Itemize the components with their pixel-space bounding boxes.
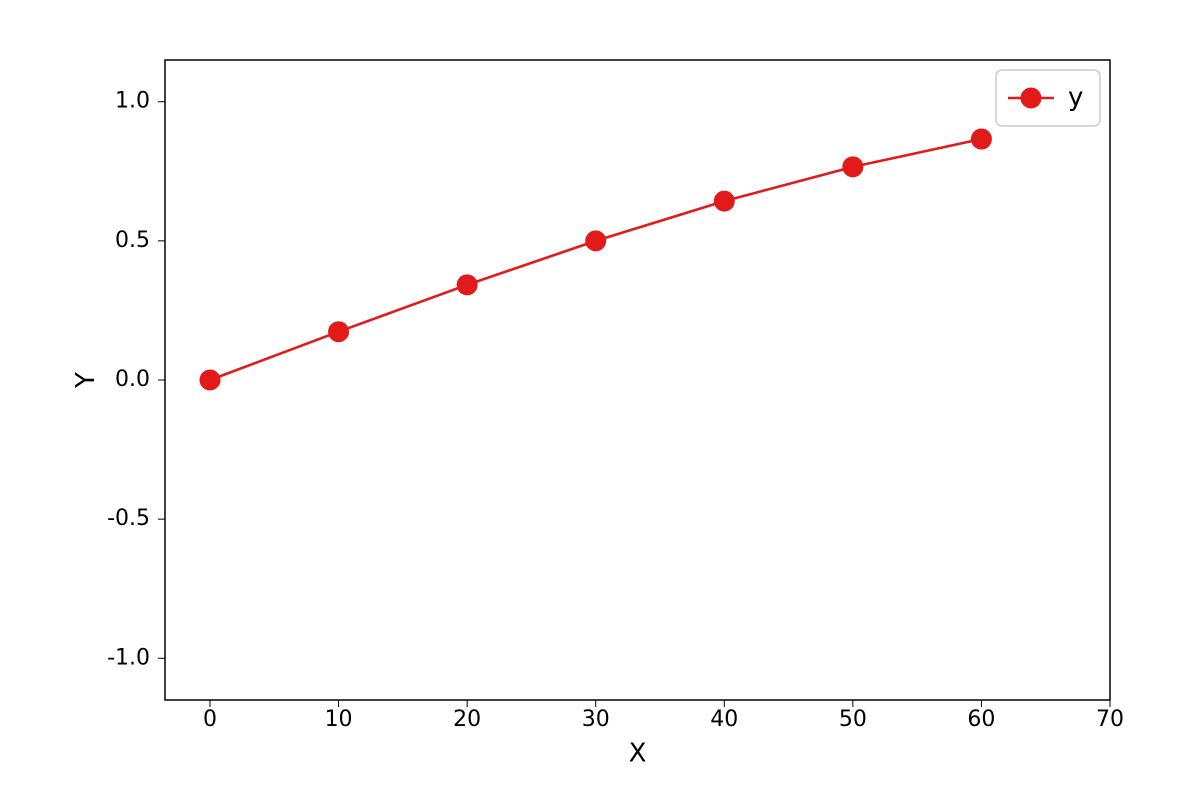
series-marker [971,129,991,149]
x-tick-label: 10 [325,707,353,732]
x-tick-label: 40 [710,707,738,732]
x-tick-label: 70 [1096,707,1124,732]
y-axis-label: Y [71,372,101,389]
legend: y [996,70,1100,126]
x-tick-label: 30 [582,707,610,732]
y-tick-label: 0.5 [115,228,150,253]
series-marker [586,231,606,251]
series-marker [843,157,863,177]
legend-label: y [1068,83,1083,113]
y-tick-label: -1.0 [107,645,150,670]
x-tick-label: 20 [453,707,481,732]
chart-container: 0 10 20 30 40 50 60 70 -1.0 -0.5 0.0 0.5 1.0 X Yy [0,0,1200,800]
x-axis-label: X [629,738,647,768]
legend-marker-sample [1021,88,1041,108]
x-tick-label: 0 [203,707,217,732]
y-tick-label: 1.0 [115,89,150,114]
series-marker [714,191,734,211]
y-tick-label: -0.5 [107,506,150,531]
line-chart: 0 10 20 30 40 50 60 70 -1.0 -0.5 0.0 0.5 1.0 X Yy [0,0,1200,800]
series-marker [457,275,477,295]
series-marker [329,322,349,342]
x-tick-label: 50 [839,707,867,732]
series-marker [200,370,220,390]
x-tick-label: 60 [967,707,995,732]
y-tick-label: 0.0 [115,367,150,392]
